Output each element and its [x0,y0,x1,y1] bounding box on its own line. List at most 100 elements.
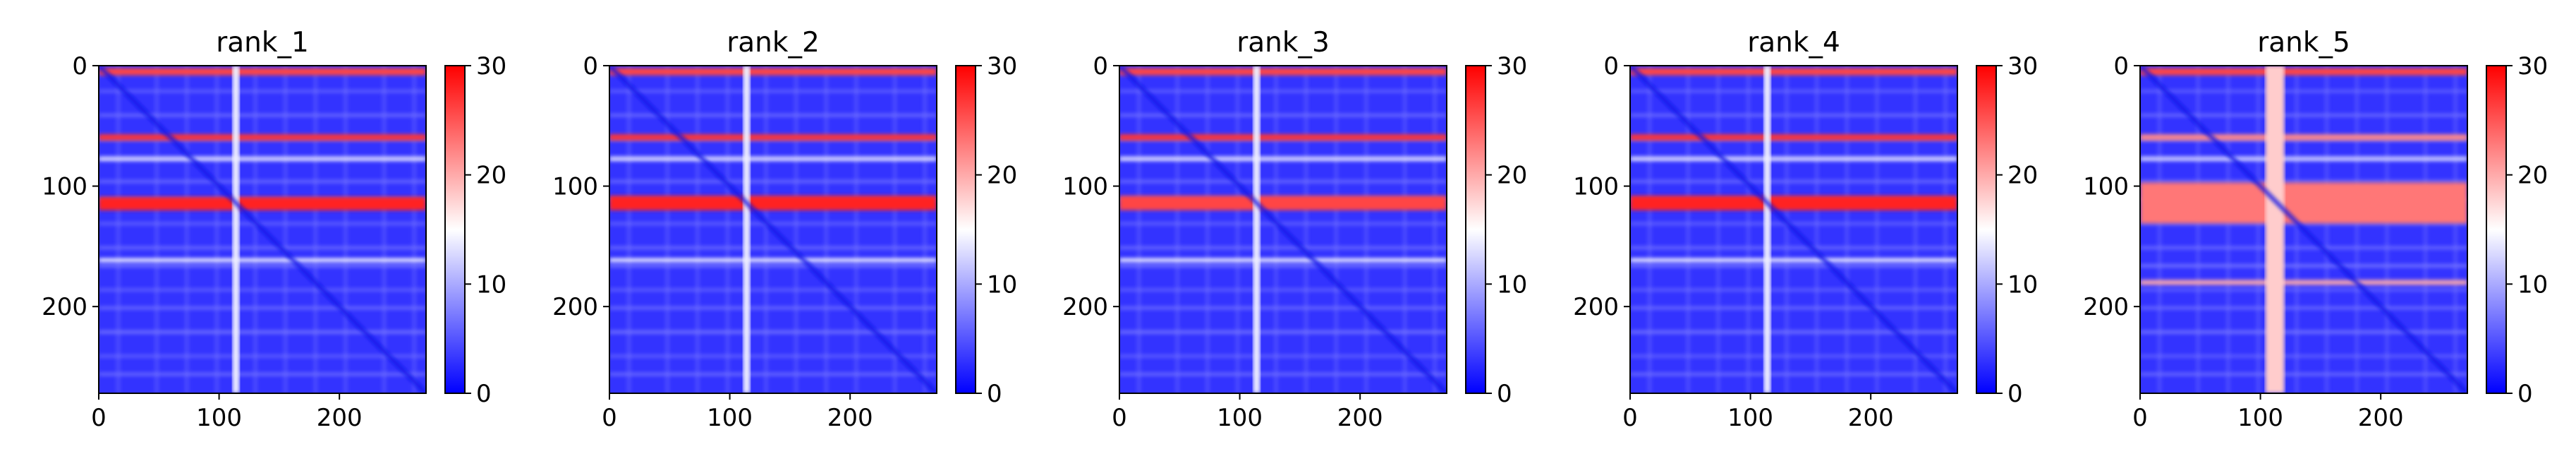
x-tick-label: 0 [2132,404,2148,432]
y-tick-label: 100 [1573,173,1619,201]
colorbar-tick-label: 10 [1497,270,1527,299]
colorbar-tick-label: 0 [2007,380,2023,408]
heatmap-band-4 [1119,196,1447,210]
heatmap-panel-5: rank_5 0 100 200 0 100 200 0 10 20 30 [2083,27,2548,432]
x-tick-label: 100 [1727,404,1773,432]
y-tick-label: 200 [42,293,87,321]
heatmap-band-5 [609,258,937,263]
heatmap-band-4 [99,196,426,210]
colorbar-tick-label: 10 [2007,270,2038,299]
axes-frame [1629,65,1958,394]
x-tick-label: 200 [317,404,363,432]
y-tick-label: 200 [1573,293,1619,321]
x-tick-label: 200 [2358,404,2404,432]
y-tick-label: 0 [1093,52,1108,80]
heatmap-band-5 [2140,280,2467,285]
heatmap-band-5 [1630,258,1957,263]
y-tick-label: 100 [2083,173,2129,201]
x-tick-label: 0 [91,404,107,432]
heatmap-image [1119,66,1447,393]
y-tick-label: 100 [42,173,87,201]
heatmap-band-3 [1630,157,1957,161]
y-tick-label: 0 [2113,52,2129,80]
heatmap-column-stripe [2265,66,2285,393]
colorbar-tick-label: 30 [1497,52,1527,80]
heatmap-band-2 [99,134,426,141]
y-tick-label: 0 [1603,52,1619,80]
y-tick-label: 100 [1062,173,1108,201]
heatmap-band-1 [609,68,937,76]
heatmap-texture [609,66,937,393]
panel-title: rank_2 [727,27,820,59]
heatmap-band-3 [99,157,426,161]
heatmap-image [1630,66,1957,393]
colorbar-tick-label: 30 [2517,52,2548,80]
heatmap-band-4 [609,196,937,210]
x-tick-label: 100 [1217,404,1263,432]
heatmap-band-2 [2140,134,2467,141]
heatmap-band-1 [2140,68,2467,76]
heatmap-diagonal [1630,66,1957,393]
y-tick-label: 0 [583,52,598,80]
y-tick-label: 200 [2083,293,2129,321]
x-tick-label: 100 [196,404,242,432]
colorbar [955,65,976,394]
colorbar-tick-label: 20 [1497,162,1527,190]
heatmap-panel-4: rank_4 0 100 200 0 100 200 0 10 20 30 [1573,27,2038,432]
x-tick-label: 0 [1622,404,1638,432]
y-tick-label: 200 [1062,293,1108,321]
colorbar-tick-label: 30 [2007,52,2038,80]
heatmap-band-3 [609,157,937,161]
colorbar [2486,65,2507,394]
heatmap-band-3 [2140,157,2467,161]
x-tick-label: 200 [1848,404,1894,432]
y-tick-label: 200 [552,293,598,321]
heatmap-band-3 [1119,157,1447,161]
colorbar-tick-label: 0 [1497,380,1512,408]
heatmap-panel-2: rank_2 0 100 200 0 100 200 0 10 20 30 [552,27,1017,432]
axes-frame [2139,65,2468,394]
x-tick-label: 0 [602,404,617,432]
colorbar-tick-label: 20 [987,162,1017,190]
heatmap-column-stripe [232,66,240,393]
heatmap-band-5 [99,258,426,263]
colorbar-tick-label: 10 [2517,270,2548,299]
heatmap-band-4 [1630,196,1957,210]
heatmap-diagonal [1119,66,1447,393]
heatmap-band-2 [1119,134,1447,141]
x-tick-label: 0 [1112,404,1127,432]
heatmap-panel-1: rank_1 0 100 200 0 100 200 0 10 20 30 [42,27,506,432]
colorbar [1976,65,1997,394]
heatmap-band-4 [2140,182,2467,224]
heatmap-column-stripe [743,66,751,393]
heatmap-image [609,66,937,393]
colorbar-tick-label: 30 [987,52,1017,80]
heatmap-diagonal [99,66,426,393]
panel-title: rank_3 [1237,27,1330,59]
heatmap-band-5 [1119,258,1447,263]
heatmap-column-stripe [1763,66,1771,393]
colorbar-tick-label: 30 [476,52,506,80]
heatmap-band-1 [99,68,426,76]
x-tick-label: 100 [707,404,753,432]
colorbar-tick-label: 0 [476,380,492,408]
colorbar [1465,65,1486,394]
x-tick-label: 100 [2237,404,2283,432]
axes-frame [98,65,427,394]
heatmap-diagonal [609,66,937,393]
y-tick-label: 0 [72,52,87,80]
panel-title: rank_5 [2257,27,2350,59]
heatmap-image [2140,66,2467,393]
heatmap-column-stripe [1253,66,1260,393]
colorbar-tick-label: 20 [2517,162,2548,190]
heatmap-band-2 [609,134,937,141]
axes-frame [609,65,937,394]
colorbar-tick-label: 10 [476,270,506,299]
heatmap-image [99,66,426,393]
x-tick-label: 200 [827,404,873,432]
x-tick-label: 200 [1337,404,1383,432]
colorbar-tick-label: 0 [987,380,1002,408]
y-tick-label: 100 [552,173,598,201]
axes-frame [1119,65,1447,394]
